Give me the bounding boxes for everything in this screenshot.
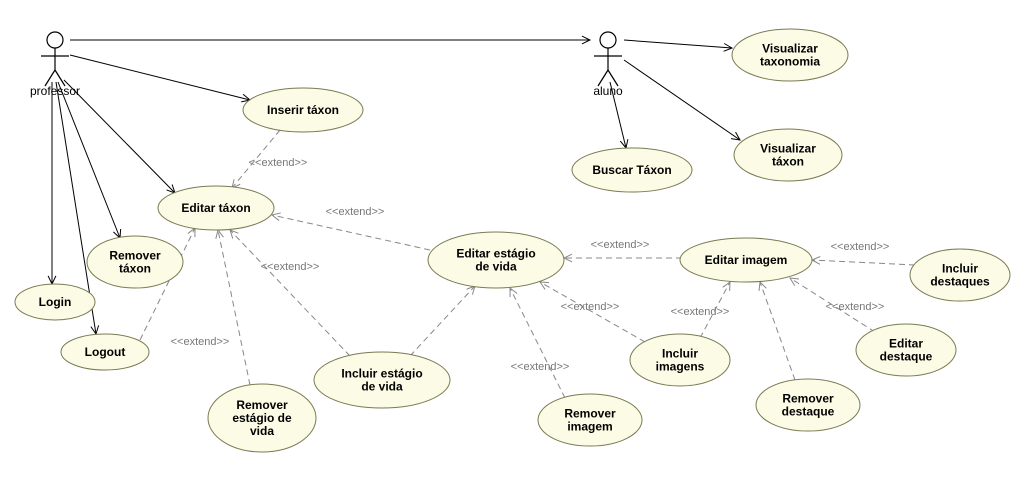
usecase-label: Remover — [236, 398, 288, 412]
usecase-label: Login — [39, 295, 72, 309]
usecase-logout: Logout — [61, 334, 149, 370]
usecase-label: Remover — [564, 407, 616, 421]
usecase-label: táxon — [772, 155, 804, 169]
usecase-remover_estagio: Removerestágio devida — [208, 384, 316, 452]
usecase-label: Editar estágio — [456, 247, 535, 261]
usecase-label: Remover — [782, 392, 834, 406]
usecase-label: estágio de — [232, 411, 292, 425]
usecase-label: destaque — [782, 405, 835, 419]
usecase-diagram: <<extend>> <<extend>> <<extend>> <<extend>>… — [0, 0, 1024, 500]
usecase-label: taxonomia — [760, 55, 820, 69]
usecase-label: imagens — [656, 360, 705, 374]
usecase-label: Remover — [109, 249, 161, 263]
usecase-label: Editar táxon — [181, 201, 250, 215]
usecase-label: Editar — [889, 337, 923, 351]
usecase-visualizar_taxonomia: Visualizartaxonomia — [732, 29, 848, 81]
actor-label-professor: professor — [30, 84, 80, 98]
stereotype-extend: <<extend>> — [826, 301, 885, 313]
stereotype-extend: <<extend>> — [591, 239, 650, 251]
stereotype-extend: <<extend>> — [671, 306, 730, 318]
usecase-label: de vida — [475, 260, 517, 274]
usecase-label: táxon — [119, 262, 151, 276]
usecase-remover_imagem: Removerimagem — [538, 394, 642, 446]
stereotype-extend: <<extend>> — [171, 336, 230, 348]
usecase-label: Incluir — [662, 347, 698, 361]
usecase-label: de vida — [361, 380, 403, 394]
usecase-editar_imagem: Editar imagem — [680, 238, 812, 282]
usecase-editar_taxon: Editar táxon — [158, 186, 274, 230]
actor-label-aluno: aluno — [593, 84, 623, 98]
stereotype-extend: <<extend>> — [561, 301, 620, 313]
usecase-label: Editar imagem — [705, 253, 788, 267]
usecase-label: imagem — [567, 420, 612, 434]
usecase-editar_estagio: Editar estágiode vida — [428, 232, 564, 288]
stereotype-extend: <<extend>> — [326, 206, 385, 218]
usecase-label: Visualizar — [760, 142, 816, 156]
usecase-login: Login — [15, 284, 95, 320]
usecase-visualizar_taxon: Visualizartáxon — [734, 129, 842, 181]
usecase-label: Inserir táxon — [267, 103, 339, 117]
usecase-incluir_estagio: Incluir estágiode vida — [314, 352, 450, 408]
usecase-incluir_imagens: Incluirimagens — [630, 334, 730, 386]
usecase-label: destaque — [880, 350, 933, 364]
usecase-editar_destaque: Editardestaque — [856, 324, 956, 376]
usecase-label: Incluir — [942, 262, 978, 276]
usecase-label: Logout — [85, 345, 126, 359]
usecase-remover_destaque: Removerdestaque — [756, 379, 860, 431]
usecase-buscar_taxon: Buscar Táxon — [572, 148, 692, 192]
usecase-remover_taxon: Removertáxon — [87, 236, 183, 288]
usecase-label: Incluir estágio — [341, 367, 422, 381]
usecase-label: Visualizar — [762, 42, 818, 56]
actor-figure — [41, 32, 69, 86]
usecase-label: vida — [250, 424, 274, 438]
stereotype-extend: <<extend>> — [831, 241, 890, 253]
stereotype-extend: <<extend>> — [261, 261, 320, 273]
stereotype-extend: <<extend>> — [511, 361, 570, 373]
usecase-inserir_taxon: Inserir táxon — [243, 88, 363, 132]
stereotype-extend: <<extend>> — [249, 157, 308, 169]
actor-figure — [594, 32, 622, 86]
usecase-label: Buscar Táxon — [592, 163, 671, 177]
usecase-label: destaques — [930, 275, 990, 289]
usecase-incluir_destaques: Incluirdestaques — [910, 249, 1010, 301]
